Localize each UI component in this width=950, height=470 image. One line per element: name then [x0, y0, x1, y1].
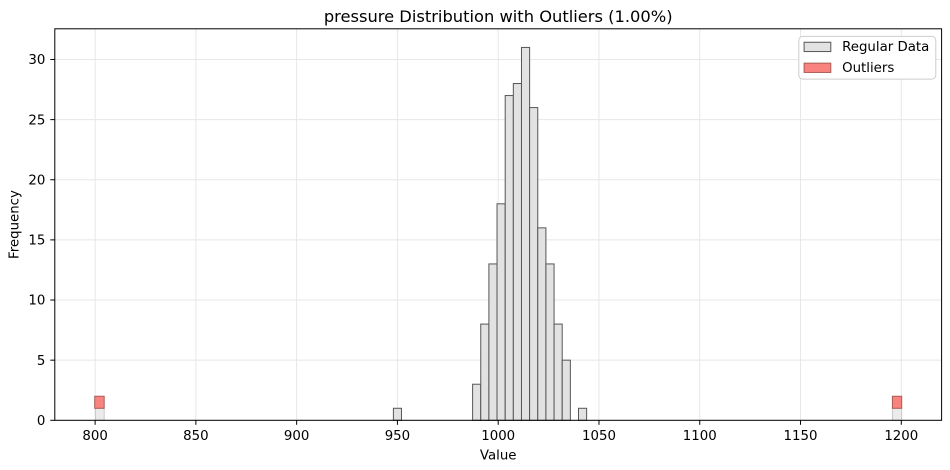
y-tick-label-20: 20 — [28, 173, 45, 188]
x-tick-label-1000: 1000 — [481, 429, 515, 444]
legend: Regular Data Outliers — [798, 35, 937, 80]
bar — [553, 323, 563, 421]
x-axis-label: Value — [480, 448, 517, 463]
x-tick-label-950: 950 — [385, 429, 410, 444]
x-tick-label-900: 900 — [284, 429, 309, 444]
chart-title: pressure Distribution with Outliers (1.0… — [324, 7, 673, 26]
bars-outliers — [94, 395, 903, 409]
y-tick-label-10: 10 — [28, 294, 45, 309]
bar — [94, 395, 105, 409]
bar — [537, 227, 547, 421]
x-tick-label-850: 850 — [183, 429, 208, 444]
legend-swatch-regular-data — [803, 41, 832, 53]
x-tick-label-1100: 1100 — [683, 429, 717, 444]
tick-labels: 800 850 900 950 1000 1050 1100 1150 1200 0 5 10 15 20… — [28, 53, 918, 444]
x-tick-label-800: 800 — [82, 429, 107, 444]
legend-label-regular-data: Regular Data — [842, 40, 929, 55]
bar — [480, 323, 490, 421]
bar — [891, 395, 903, 409]
bar — [488, 263, 498, 421]
x-tick-label-1150: 1150 — [784, 429, 818, 444]
x-tick-label-1050: 1050 — [582, 429, 616, 444]
histogram-bars — [94, 46, 903, 421]
bar — [95, 407, 105, 421]
x-tick-label-1200: 1200 — [884, 429, 918, 444]
bar — [577, 407, 588, 421]
bar — [504, 95, 514, 421]
bar — [496, 203, 506, 421]
y-tick-label-5: 5 — [37, 354, 45, 369]
y-axis-label: Frequency — [8, 190, 23, 259]
y-tick-label-25: 25 — [28, 113, 45, 128]
bar — [392, 407, 402, 421]
bar — [520, 46, 531, 421]
y-tick-label-0: 0 — [37, 414, 45, 429]
bar — [561, 359, 571, 421]
bar — [545, 263, 555, 421]
bars-regular-data — [95, 46, 903, 421]
y-tick-label-30: 30 — [28, 53, 45, 68]
axis-ticks — [50, 58, 902, 425]
bar — [529, 107, 539, 421]
legend-label-outliers: Outliers — [842, 61, 894, 76]
y-tick-label-15: 15 — [28, 234, 45, 249]
legend-box — [798, 35, 937, 80]
bar — [472, 383, 482, 421]
legend-swatch-outliers — [803, 62, 832, 73]
bar — [512, 83, 522, 421]
bar — [891, 407, 903, 421]
